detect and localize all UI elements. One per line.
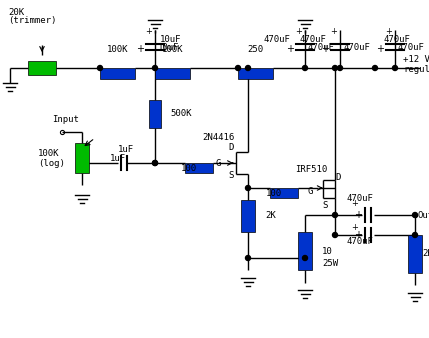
Bar — [185, 163, 213, 173]
Text: 100K: 100K — [38, 148, 60, 158]
Text: 25W: 25W — [322, 260, 338, 268]
Text: G: G — [215, 159, 221, 168]
Text: 470uF: 470uF — [343, 43, 370, 51]
Text: Output: Output — [418, 211, 429, 219]
Text: IRF510: IRF510 — [295, 166, 327, 174]
Text: 470uF: 470uF — [264, 35, 291, 45]
Text: 250: 250 — [248, 45, 263, 54]
Text: S: S — [228, 170, 233, 179]
Bar — [155, 68, 190, 79]
Text: (log): (log) — [38, 159, 65, 168]
Circle shape — [302, 66, 308, 71]
Circle shape — [393, 66, 398, 71]
Circle shape — [245, 66, 251, 71]
Text: S: S — [322, 200, 327, 210]
Bar — [149, 100, 161, 128]
Circle shape — [332, 213, 338, 217]
Text: Input: Input — [52, 116, 79, 124]
Text: 2K: 2K — [422, 249, 429, 259]
Text: G: G — [308, 188, 313, 196]
Bar — [75, 143, 89, 173]
Circle shape — [413, 233, 417, 238]
Bar — [241, 200, 255, 232]
Text: 470uF: 470uF — [347, 194, 373, 203]
Text: 2K: 2K — [265, 212, 276, 220]
Bar — [298, 232, 312, 270]
Text: 10uF: 10uF — [160, 35, 181, 45]
Circle shape — [372, 66, 378, 71]
Text: +: + — [386, 27, 393, 37]
Text: D: D — [228, 144, 233, 152]
Text: +: + — [354, 210, 362, 220]
Text: 470uF: 470uF — [383, 35, 410, 45]
Circle shape — [332, 66, 338, 71]
Text: 470uF: 470uF — [300, 35, 327, 45]
Text: +: + — [321, 44, 329, 54]
Text: 470uF: 470uF — [308, 43, 335, 51]
Text: 500K: 500K — [170, 110, 191, 119]
Text: D: D — [335, 173, 340, 183]
Circle shape — [245, 186, 251, 191]
Bar — [100, 68, 135, 79]
Text: +: + — [331, 27, 338, 37]
Text: +: + — [136, 44, 144, 54]
Circle shape — [245, 256, 251, 261]
Text: +: + — [354, 230, 362, 240]
Circle shape — [152, 161, 157, 166]
Circle shape — [152, 66, 157, 71]
Text: 1uF: 1uF — [118, 145, 134, 154]
Text: +: + — [286, 44, 294, 54]
Text: +: + — [145, 27, 152, 37]
Text: +: + — [296, 27, 302, 37]
Text: +: + — [351, 199, 359, 209]
Circle shape — [152, 161, 157, 166]
Text: 100K: 100K — [107, 45, 128, 54]
Text: 470uF: 470uF — [347, 237, 373, 246]
Text: 20K: 20K — [8, 8, 24, 17]
Text: 10uF: 10uF — [158, 43, 179, 51]
Circle shape — [97, 66, 103, 71]
Circle shape — [302, 256, 308, 261]
Bar — [238, 68, 273, 79]
Text: +12 VDC: +12 VDC — [403, 55, 429, 65]
Bar — [28, 61, 56, 75]
Text: 1uF: 1uF — [110, 154, 126, 163]
Text: 470uF: 470uF — [398, 43, 425, 51]
Text: 100: 100 — [181, 164, 197, 173]
Circle shape — [236, 66, 241, 71]
Bar — [270, 188, 298, 198]
Text: regulated: regulated — [403, 66, 429, 74]
Text: +: + — [376, 44, 384, 54]
Text: 100K: 100K — [162, 45, 183, 54]
Circle shape — [338, 66, 342, 71]
Text: 2N4416: 2N4416 — [202, 134, 234, 143]
Text: 100: 100 — [266, 189, 282, 198]
Circle shape — [413, 213, 417, 217]
Circle shape — [332, 233, 338, 238]
Text: +: + — [351, 223, 359, 233]
Text: 10: 10 — [322, 246, 333, 256]
Text: (trimmer): (trimmer) — [8, 16, 56, 25]
Bar — [408, 235, 422, 273]
